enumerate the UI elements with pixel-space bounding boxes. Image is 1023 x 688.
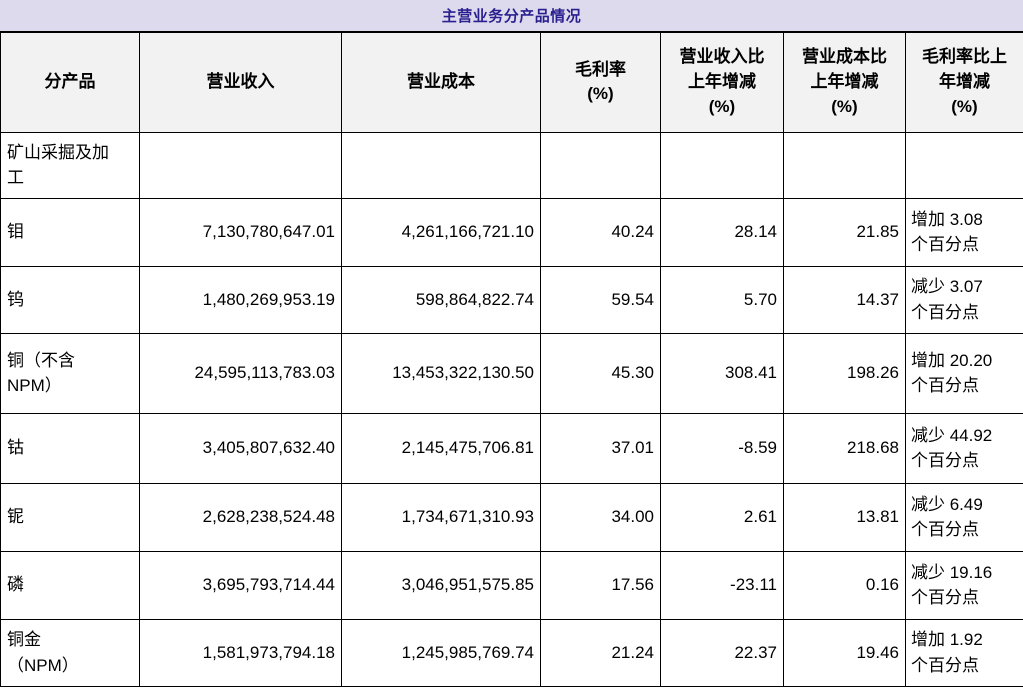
- cost-cell: 1,245,985,769.74: [341, 618, 541, 687]
- cost-yoy-cell: 13.81: [783, 482, 906, 552]
- product-cell: 钼: [0, 197, 140, 267]
- cost-cell: 13,453,322,130.50: [341, 332, 541, 414]
- margin-cell: 34.00: [540, 482, 661, 552]
- revenue-cell: 3,405,807,632.40: [139, 412, 342, 484]
- product-cell: 钴: [0, 412, 140, 484]
- header-margin-yoy: 毛利率比上 年增减 (%): [905, 31, 1023, 133]
- header-product: 分产品: [0, 31, 140, 133]
- table-row: 矿山采掘及加 工: [0, 131, 1023, 199]
- margin-cell: 59.54: [540, 265, 661, 334]
- cost-yoy-cell: 218.68: [783, 412, 906, 484]
- revenue-cell: 1,581,973,794.18: [139, 618, 342, 687]
- margin-yoy-cell: 增加 3.08 个百分点: [905, 197, 1023, 267]
- header-margin: 毛利率 (%): [540, 31, 661, 133]
- cost-yoy-cell: 198.26: [783, 332, 906, 414]
- product-cell: 钨: [0, 265, 140, 334]
- table-title-bar: 主营业务分产品情况: [0, 0, 1023, 31]
- margin-cell: [540, 131, 661, 199]
- margin-yoy-cell: 减少 6.49 个百分点: [905, 482, 1023, 552]
- cost-yoy-cell: 0.16: [783, 550, 906, 620]
- margin-yoy-cell: 增加 20.20 个百分点: [905, 332, 1023, 414]
- header-cost: 营业成本: [341, 31, 541, 133]
- product-cell: 矿山采掘及加 工: [0, 131, 140, 199]
- product-cell: 铜金 （NPM）: [0, 618, 140, 687]
- revenue-yoy-cell: 308.41: [660, 332, 784, 414]
- header-revenue-yoy: 营业收入比 上年增减 (%): [660, 31, 784, 133]
- revenue-cell: 1,480,269,953.19: [139, 265, 342, 334]
- cost-cell: 3,046,951,575.85: [341, 550, 541, 620]
- product-cell: 铌: [0, 482, 140, 552]
- margin-cell: 37.01: [540, 412, 661, 484]
- page-title: 主营业务分产品情况: [441, 8, 582, 25]
- table-row: 钼 7,130,780,647.01 4,261,166,721.10 40.2…: [0, 197, 1023, 267]
- revenue-cell: [139, 131, 342, 199]
- table-row: 铜（不含 NPM） 24,595,113,783.03 13,453,322,1…: [0, 332, 1023, 414]
- margin-yoy-cell: 减少 3.07 个百分点: [905, 265, 1023, 334]
- product-cell: 铜（不含 NPM）: [0, 332, 140, 414]
- revenue-yoy-cell: 22.37: [660, 618, 784, 687]
- revenue-cell: 3,695,793,714.44: [139, 550, 342, 620]
- product-cell: 磷: [0, 550, 140, 620]
- margin-yoy-cell: [905, 131, 1023, 199]
- cost-cell: 2,145,475,706.81: [341, 412, 541, 484]
- margin-cell: 45.30: [540, 332, 661, 414]
- table-row: 钴 3,405,807,632.40 2,145,475,706.81 37.0…: [0, 412, 1023, 484]
- margin-cell: 17.56: [540, 550, 661, 620]
- cost-yoy-cell: 21.85: [783, 197, 906, 267]
- cost-cell: [341, 131, 541, 199]
- header-revenue: 营业收入: [139, 31, 342, 133]
- margin-cell: 21.24: [540, 618, 661, 687]
- revenue-yoy-cell: [660, 131, 784, 199]
- cost-yoy-cell: 19.46: [783, 618, 906, 687]
- table-row: 铌 2,628,238,524.48 1,734,671,310.93 34.0…: [0, 482, 1023, 552]
- cost-cell: 1,734,671,310.93: [341, 482, 541, 552]
- header-row: 分产品 营业收入 营业成本 毛利率 (%) 营业收入比 上年增减 (%) 营业成…: [0, 31, 1023, 133]
- margin-yoy-cell: 减少 44.92 个百分点: [905, 412, 1023, 484]
- margin-yoy-cell: 增加 1.92 个百分点: [905, 618, 1023, 687]
- revenue-cell: 7,130,780,647.01: [139, 197, 342, 267]
- margin-cell: 40.24: [540, 197, 661, 267]
- table-row: 钨 1,480,269,953.19 598,864,822.74 59.54 …: [0, 265, 1023, 334]
- cost-cell: 598,864,822.74: [341, 265, 541, 334]
- cost-cell: 4,261,166,721.10: [341, 197, 541, 267]
- revenue-cell: 2,628,238,524.48: [139, 482, 342, 552]
- revenue-yoy-cell: 28.14: [660, 197, 784, 267]
- revenue-yoy-cell: -23.11: [660, 550, 784, 620]
- table-row: 磷 3,695,793,714.44 3,046,951,575.85 17.5…: [0, 550, 1023, 620]
- products-table: 分产品 营业收入 营业成本 毛利率 (%) 营业收入比 上年增减 (%) 营业成…: [0, 31, 1023, 687]
- margin-yoy-cell: 减少 19.16 个百分点: [905, 550, 1023, 620]
- header-cost-yoy: 营业成本比 上年增减 (%): [783, 31, 906, 133]
- revenue-yoy-cell: 5.70: [660, 265, 784, 334]
- revenue-cell: 24,595,113,783.03: [139, 332, 342, 414]
- revenue-yoy-cell: -8.59: [660, 412, 784, 484]
- cost-yoy-cell: 14.37: [783, 265, 906, 334]
- revenue-yoy-cell: 2.61: [660, 482, 784, 552]
- cost-yoy-cell: [783, 131, 906, 199]
- table-row: 铜金 （NPM） 1,581,973,794.18 1,245,985,769.…: [0, 618, 1023, 687]
